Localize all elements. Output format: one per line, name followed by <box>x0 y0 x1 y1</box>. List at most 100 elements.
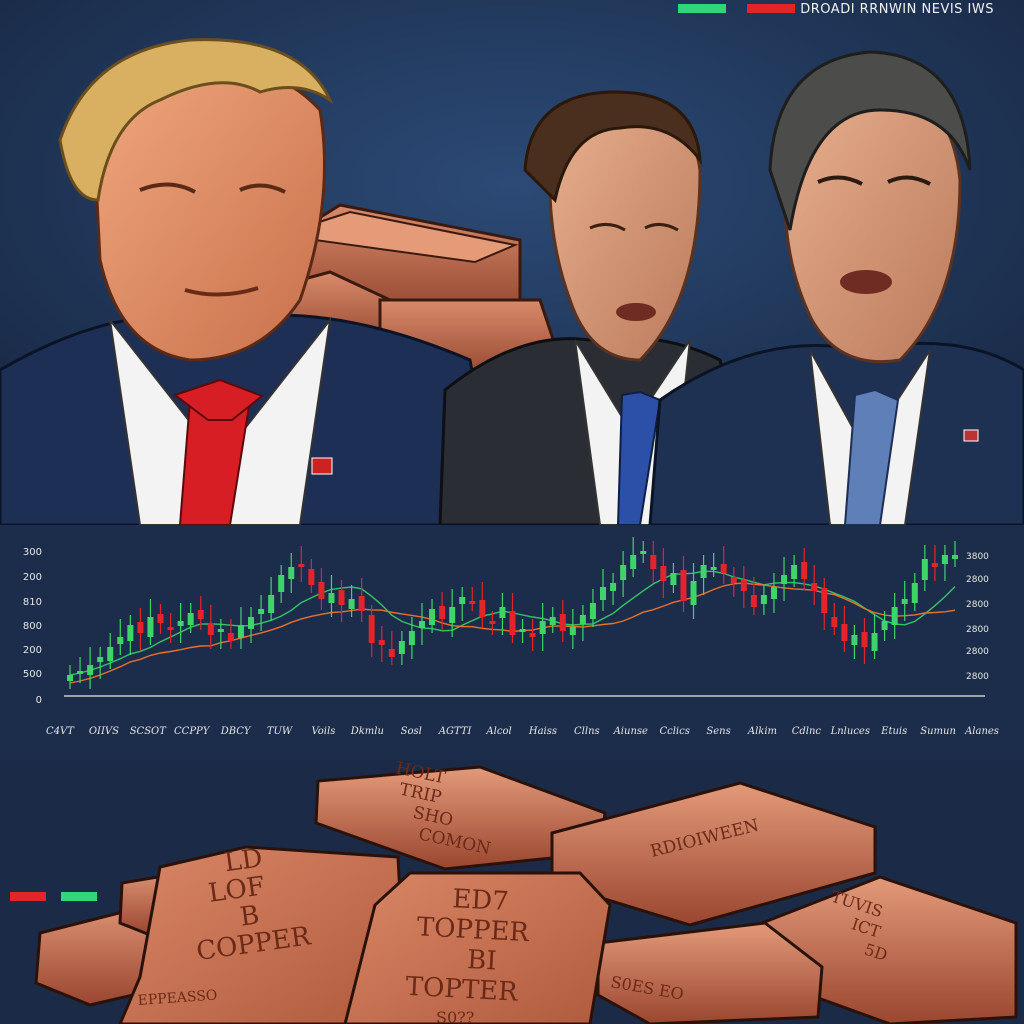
x-tick-label: Cllns <box>574 726 600 737</box>
bar-engraving: TOPTER <box>405 972 520 1008</box>
candle-body <box>931 563 938 567</box>
candlestick-chart-panel: 300 200 810 800 200 500 0 3800 2800 2800 2800 2800… <box>0 525 1024 760</box>
candle-body <box>690 581 697 605</box>
copper-bar-right: TUVIS ICT 5D <box>758 875 1018 1024</box>
candle-body <box>740 580 747 591</box>
indicator-red-bottom <box>10 892 46 901</box>
candle-body <box>650 555 657 569</box>
candle-body <box>559 614 566 631</box>
x-tick-label: Sens <box>706 726 730 737</box>
candle-body <box>861 632 868 647</box>
x-tick-label: Voils <box>311 726 335 737</box>
candle-body <box>137 622 144 633</box>
bar-engraving: EPPEASSO <box>137 987 218 1009</box>
svg-text:ED7 TOPPER BI: ED7 TOPPER BI TOPTER <box>405 882 540 1009</box>
candle-body <box>801 562 808 579</box>
candle-body <box>720 564 727 573</box>
candle-body <box>811 583 818 591</box>
candle-body <box>569 627 576 635</box>
candle-body <box>187 613 194 625</box>
candle-body <box>549 617 556 625</box>
x-tick-label: Cdlnc <box>792 726 822 737</box>
candle-body <box>197 610 204 619</box>
y-tick-label-left: 300 <box>23 547 42 558</box>
x-tick-label: C4VT <box>46 726 75 737</box>
bar-engraving: TOPPER <box>416 912 531 948</box>
y-tick-label-right: 2800 <box>966 672 989 682</box>
candle-body <box>770 587 777 599</box>
candle-body <box>499 607 506 618</box>
candle-body <box>630 555 637 569</box>
candle-body <box>539 621 546 634</box>
candle-body <box>459 597 466 604</box>
y-tick-label-right: 2800 <box>966 575 989 585</box>
candle-body <box>358 596 365 611</box>
candle-body <box>750 595 757 607</box>
candle-body <box>167 627 174 630</box>
bar-engraving: S0?? <box>436 1008 474 1024</box>
y-tick-label-left: 500 <box>23 669 42 680</box>
person-right <box>648 50 1024 525</box>
candle-body <box>529 633 536 637</box>
copper-bar-center: ED7 TOPPER BI TOPTER S0?? <box>343 871 612 1024</box>
candlestick-chart: 300 200 810 800 200 500 0 3800 2800 2800 2800 2800… <box>23 537 999 737</box>
x-axis-labels: C4VT OIIVS SCSOT CCPPY DBCY TUW Voils Dkmlu Sosl… <box>46 726 999 737</box>
candle-body <box>157 614 164 623</box>
candle-body <box>952 555 958 559</box>
indicator-red <box>747 4 795 13</box>
candle-body <box>851 635 858 645</box>
candle-body <box>891 607 898 625</box>
candle-body <box>439 606 446 619</box>
y-axis-right: 3800 2800 2800 2800 2800 2800 <box>966 552 989 682</box>
candle-body <box>338 590 345 605</box>
candle-body <box>388 649 395 657</box>
y-tick-label-right: 3800 <box>966 552 989 562</box>
x-tick-label: SCSOT <box>130 726 168 737</box>
copper-bar-middle-right: S0ES EO <box>596 921 824 1024</box>
x-tick-label: Lnluces <box>830 726 870 737</box>
candle-body <box>600 587 607 600</box>
candle-body <box>841 624 848 641</box>
candle-body <box>791 565 798 579</box>
candle-body <box>700 565 707 578</box>
candle-body <box>710 567 717 570</box>
candle-body <box>318 582 325 599</box>
x-tick-label: Aiunse <box>613 726 648 737</box>
x-tick-label: Dkmlu <box>350 726 384 737</box>
candle-body <box>177 621 184 626</box>
y-tick-label-right: 2800 <box>966 625 989 635</box>
candle-body <box>911 583 918 603</box>
y-tick-label-left: 810 <box>23 597 42 608</box>
candle-body <box>449 607 456 623</box>
candle-body <box>660 566 667 581</box>
candle-body <box>418 621 425 628</box>
x-tick-label: AGTTI <box>438 726 473 737</box>
indicator-green-bottom <box>61 892 97 901</box>
bar-engraving: B <box>238 900 261 932</box>
candle-body <box>881 621 888 630</box>
candle-body <box>469 601 476 604</box>
candle-body <box>127 625 134 641</box>
candle-body <box>207 623 214 635</box>
bar-engraving: LOF <box>207 871 267 909</box>
candle-body <box>429 609 436 625</box>
y-tick-label-left: 200 <box>23 572 42 583</box>
bar-engraving: BI <box>466 945 497 976</box>
copper-bar-left: LD LOF B COPPER EPPEASSO <box>118 843 402 1024</box>
x-tick-label: Alkim <box>747 726 777 737</box>
y-tick-label-left: 0 <box>36 695 42 706</box>
candle-body <box>398 641 405 654</box>
candle-body <box>278 575 285 592</box>
y-tick-label-right: 2800 <box>966 647 989 657</box>
candle-body <box>871 633 878 651</box>
x-tick-label: Alanes <box>964 726 999 737</box>
candle-body <box>760 595 767 604</box>
candle-body <box>147 617 154 637</box>
copper-bars-illustration: HOLT TRIP SHO COMON RDIOIWEEN TUVIS ICT … <box>34 758 1018 1024</box>
candle-body <box>288 567 295 579</box>
candle-body <box>378 640 385 645</box>
portraits-illustration <box>0 0 1024 525</box>
candle-body <box>821 588 828 613</box>
candle-body <box>579 615 586 624</box>
copper-bar-rear-left: HOLT TRIP SHO COMON <box>314 758 607 871</box>
